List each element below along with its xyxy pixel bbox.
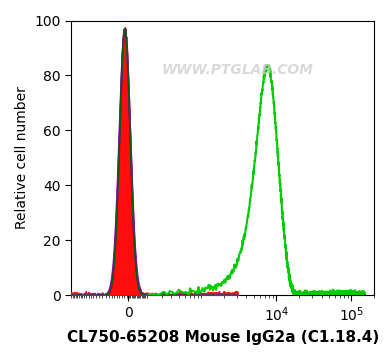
X-axis label: CL750-65208 Mouse IgG2a (C1.18.4): CL750-65208 Mouse IgG2a (C1.18.4) [67, 330, 379, 345]
Y-axis label: Relative cell number: Relative cell number [15, 86, 29, 229]
Text: WWW.PTGLAB.COM: WWW.PTGLAB.COM [162, 63, 314, 77]
